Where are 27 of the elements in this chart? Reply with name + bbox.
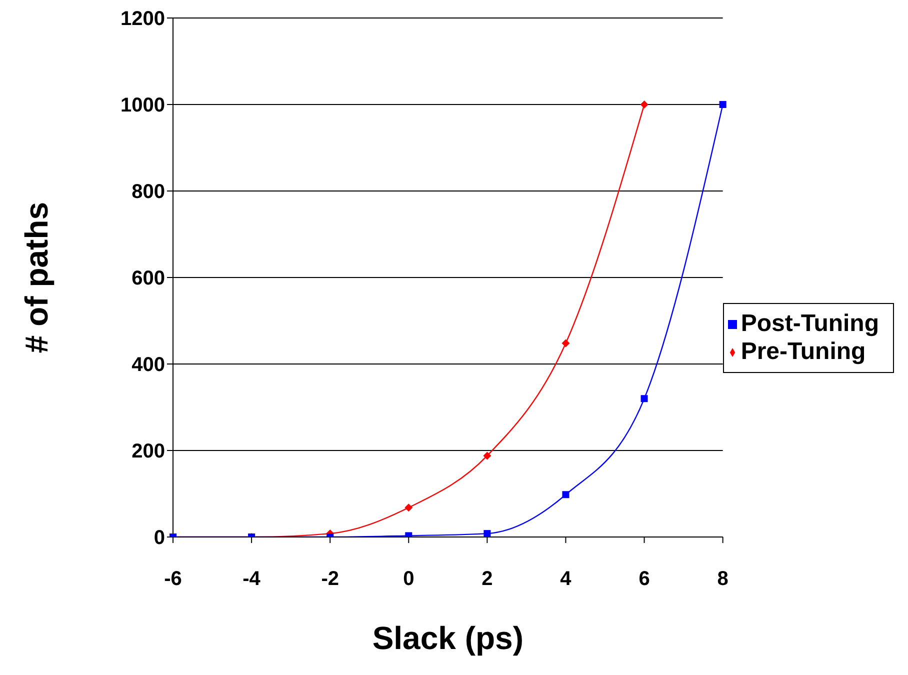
y-tick-label: 1200 [120, 8, 165, 30]
x-axis-title: Slack (ps) [372, 620, 524, 656]
point [640, 395, 648, 402]
legend-label: Post-Tuning [740, 310, 879, 336]
y-tick-label: 800 [132, 181, 165, 204]
legend-label: Pre-Tuning [740, 338, 866, 364]
y-axis-title: # of paths [18, 202, 54, 354]
x-tick-label: 0 [403, 568, 414, 590]
point [484, 530, 491, 537]
point [483, 452, 492, 460]
point [640, 100, 648, 108]
x-tick-label: 4 [560, 568, 572, 590]
x-tick-label: -2 [321, 568, 339, 590]
x-tick-label: 2 [482, 568, 493, 590]
x-tick-label: -4 [242, 568, 262, 590]
point [719, 101, 726, 108]
y-tick-label: 600 [132, 268, 165, 290]
y-tick-label: 0 [154, 527, 165, 550]
point [404, 504, 413, 512]
point [562, 339, 570, 348]
x-tick-label: -6 [164, 568, 182, 590]
point [562, 491, 570, 498]
y-tick-label: 400 [132, 354, 165, 376]
y-tick-label: 200 [132, 440, 165, 463]
x-tick-label: 8 [717, 568, 728, 590]
y-tick-label: 1000 [120, 94, 165, 117]
x-tick-label: 6 [638, 568, 650, 590]
